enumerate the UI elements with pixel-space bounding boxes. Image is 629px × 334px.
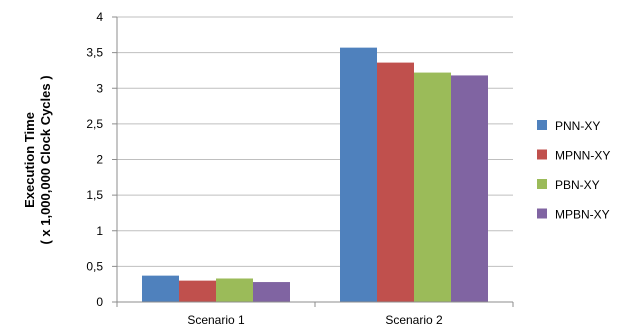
legend-label: MPNN-XY <box>555 149 610 163</box>
x-category-labels: Scenario 1 Scenario 2 <box>187 313 443 327</box>
y-tick-label: 1,5 <box>86 188 103 202</box>
x-category-label: Scenario 2 <box>385 313 443 327</box>
bar-pnn-xy-1 <box>142 275 179 302</box>
bar-mpnn-xy-1 <box>179 280 216 302</box>
bar-pnn-xy-2 <box>340 47 377 303</box>
y-tick-label: 3,5 <box>86 46 103 60</box>
y-tick-label: 2 <box>96 153 103 167</box>
y-tick-label: 3 <box>96 81 103 95</box>
y-tick-labels: 0 0,5 1 1,5 2 2,5 3 3,5 4 <box>86 10 103 309</box>
bar-mpbn-xy-1 <box>253 282 290 302</box>
y-tick-label: 0,5 <box>86 259 103 273</box>
legend-swatch <box>537 179 547 189</box>
legend-label: PNN-XY <box>555 119 600 133</box>
y-tick-label: 2,5 <box>86 117 103 131</box>
y-tick-label: 4 <box>96 10 103 24</box>
x-category-label: Scenario 1 <box>187 313 245 327</box>
bar-pbn-xy-2 <box>414 72 451 302</box>
legend-swatch <box>537 149 547 160</box>
bar-mpbn-xy-2 <box>451 75 488 302</box>
legend-label: MPBN-XY <box>555 208 610 222</box>
bar-mpnn-xy-2 <box>377 62 414 302</box>
y-axis-title-line2: ( x 1,000,000 Clock Cycles ) <box>38 75 53 244</box>
legend-swatch <box>537 120 547 130</box>
bar-pbn-xy-1 <box>216 278 253 302</box>
legend: PNN-XY MPNN-XY PBN-XY MPBN-XY <box>537 119 610 222</box>
y-tick-label: 0 <box>96 295 103 309</box>
axes <box>116 17 514 307</box>
legend-label: PBN-XY <box>555 178 600 192</box>
y-axis-title-line1: Execution Time <box>22 112 37 208</box>
bars <box>142 47 488 303</box>
legend-swatch <box>537 208 547 219</box>
y-tick-label: 1 <box>96 224 103 238</box>
y-axis-title: Execution Time ( x 1,000,000 Clock Cycle… <box>22 75 53 244</box>
